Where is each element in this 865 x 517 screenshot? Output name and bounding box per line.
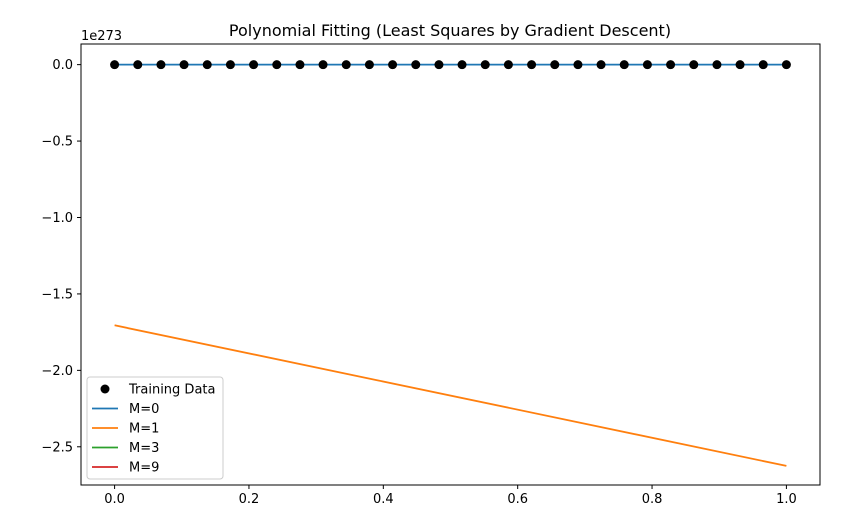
training-data-point — [133, 60, 143, 70]
legend-label: Training Data — [128, 383, 215, 398]
y-offset-label: 1e273 — [81, 29, 122, 44]
x-tick-label: 0.2 — [239, 492, 260, 507]
training-data-point — [596, 60, 606, 70]
training-data-point — [341, 60, 351, 70]
training-data-point — [457, 60, 467, 70]
training-data-point — [272, 60, 282, 70]
x-tick-label: 0.6 — [507, 492, 528, 507]
legend-label: M=1 — [129, 422, 159, 437]
x-tick-label: 0.8 — [642, 492, 663, 507]
plot-area-frame — [80, 43, 821, 486]
training-data-point — [364, 60, 374, 70]
training-data-points — [110, 60, 791, 70]
training-data-point — [480, 60, 490, 70]
training-data-point — [758, 60, 768, 70]
y-tick-label: −2.5 — [41, 440, 73, 455]
legend-marker — [100, 384, 110, 394]
training-data-point — [179, 60, 189, 70]
legend-label: M=0 — [129, 402, 159, 417]
legend-box — [86, 376, 224, 480]
training-data-point — [225, 60, 235, 70]
training-data-point — [666, 60, 676, 70]
training-data-point — [503, 60, 513, 70]
series-line-m-1 — [114, 324, 787, 467]
y-tick-label: −1.5 — [41, 287, 73, 302]
training-data-point — [619, 60, 629, 70]
y-tick-label: 0.0 — [52, 58, 73, 73]
y-axis: 0.0 −0.5 −1.0 −1.5 −2.0 −2.5 — [41, 58, 81, 455]
legend: Training Data M=0 M=1 M=3 M=9 — [86, 376, 224, 480]
y-tick-label: −0.5 — [41, 135, 73, 150]
training-data-point — [411, 60, 421, 70]
training-data-point — [388, 60, 398, 70]
training-data-point — [781, 60, 791, 70]
training-data-point — [642, 60, 652, 70]
training-data-point — [295, 60, 305, 70]
training-data-point — [527, 60, 537, 70]
x-axis: 0.0 0.2 0.4 0.6 0.8 1.0 — [104, 485, 797, 507]
x-tick-label: 1.0 — [776, 492, 797, 507]
training-data-point — [434, 60, 444, 70]
x-tick-label: 0.0 — [104, 492, 125, 507]
training-data-point — [202, 60, 212, 70]
training-data-point — [573, 60, 583, 70]
training-data-point — [110, 60, 120, 70]
y-tick-label: −2.0 — [41, 364, 73, 379]
training-data-point — [735, 60, 745, 70]
legend-label: M=9 — [129, 461, 159, 476]
y-tick-label: −1.0 — [41, 211, 73, 226]
training-data-point — [318, 60, 328, 70]
x-tick-label: 0.4 — [373, 492, 394, 507]
training-data-point — [249, 60, 259, 70]
training-data-point — [712, 60, 722, 70]
chart-title: Polynomial Fitting (Least Squares by Gra… — [229, 21, 671, 40]
training-data-point — [156, 60, 166, 70]
training-data-point — [689, 60, 699, 70]
legend-label: M=3 — [129, 441, 159, 456]
training-data-point — [550, 60, 560, 70]
